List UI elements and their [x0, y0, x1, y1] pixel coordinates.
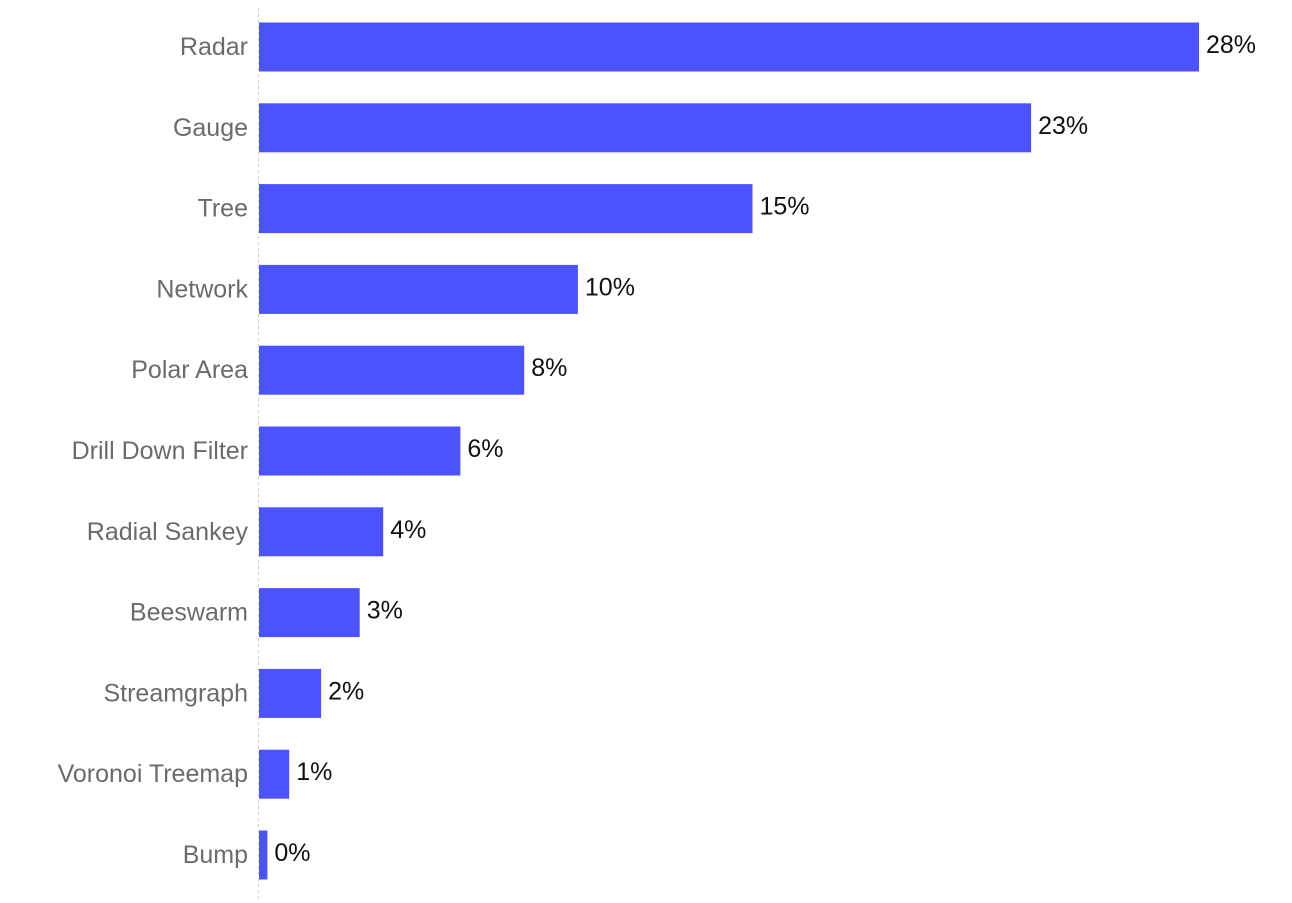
category-label: Beeswarm: [130, 599, 248, 627]
bar-gauge: [259, 103, 1032, 153]
category-label: Drill Down Filter: [72, 437, 248, 465]
bar-tree: [259, 184, 753, 234]
value-label: 23%: [1038, 112, 1088, 140]
category-label: Voronoi Treemap: [58, 760, 248, 788]
value-label: 4%: [390, 516, 426, 544]
category-label: Radar: [180, 33, 248, 61]
bar-streamgraph: [259, 668, 322, 718]
category-label: Streamgraph: [103, 679, 248, 707]
bar-voronoi-treemap: [259, 749, 290, 799]
value-label: 15%: [760, 193, 810, 221]
bar-radar: [259, 22, 1199, 72]
value-label: 3%: [367, 597, 403, 625]
value-label: 8%: [531, 354, 567, 382]
bar-beeswarm: [259, 588, 360, 638]
category-label: Tree: [198, 195, 248, 223]
value-label: 28%: [1206, 31, 1256, 59]
bar-drill-down-filter: [259, 426, 461, 476]
bar-radial-sankey: [259, 507, 384, 557]
labels-layer: Radar 28% Gauge 23% Tree 15% Network 10% Polar A…: [58, 31, 1256, 869]
value-label: 1%: [296, 758, 332, 786]
category-label: Network: [156, 275, 248, 303]
value-label: 0%: [274, 839, 310, 867]
bar-bump: [259, 830, 268, 880]
value-label: 10%: [585, 273, 635, 301]
category-label: Polar Area: [131, 356, 248, 384]
bars-layer: [259, 22, 1199, 880]
category-label: Bump: [183, 841, 248, 869]
value-label: 6%: [467, 435, 503, 463]
category-label: Gauge: [173, 114, 248, 142]
category-label: Radial Sankey: [87, 518, 249, 546]
bar-network: [259, 264, 578, 314]
bar-polar-area: [259, 345, 525, 395]
value-label: 2%: [328, 677, 364, 705]
